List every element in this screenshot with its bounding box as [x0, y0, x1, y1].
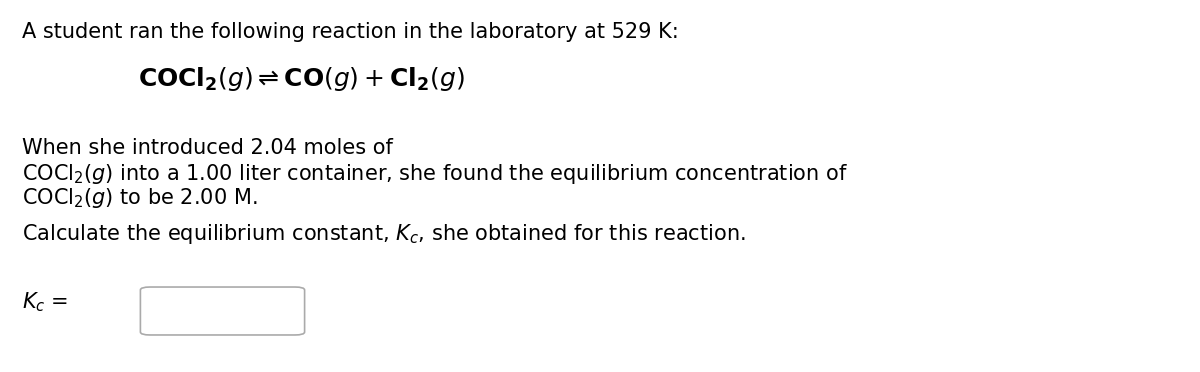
Text: $\mathdefault{COCl_2}(g)$ to be 2.00 M.: $\mathdefault{COCl_2}(g)$ to be 2.00 M.	[22, 186, 258, 210]
Text: When she introduced 2.04 moles of: When she introduced 2.04 moles of	[22, 138, 392, 158]
Text: $K_c$ =: $K_c$ =	[22, 290, 68, 314]
Text: $\mathdefault{COCl_2}(g)$ into a 1.00 liter container, she found the equilibrium: $\mathdefault{COCl_2}(g)$ into a 1.00 li…	[22, 162, 848, 186]
Text: A student ran the following reaction in the laboratory at 529 K:: A student ran the following reaction in …	[22, 22, 679, 42]
Text: $\mathdefault{COCl_2}(g) \rightleftharpoons \mathdefault{CO}(g) + \mathdefault{C: $\mathdefault{COCl_2}(g) \rightleftharpo…	[138, 65, 464, 93]
Text: Calculate the equilibrium constant, $K_c$, she obtained for this reaction.: Calculate the equilibrium constant, $K_c…	[22, 222, 745, 246]
FancyBboxPatch shape	[140, 287, 305, 335]
